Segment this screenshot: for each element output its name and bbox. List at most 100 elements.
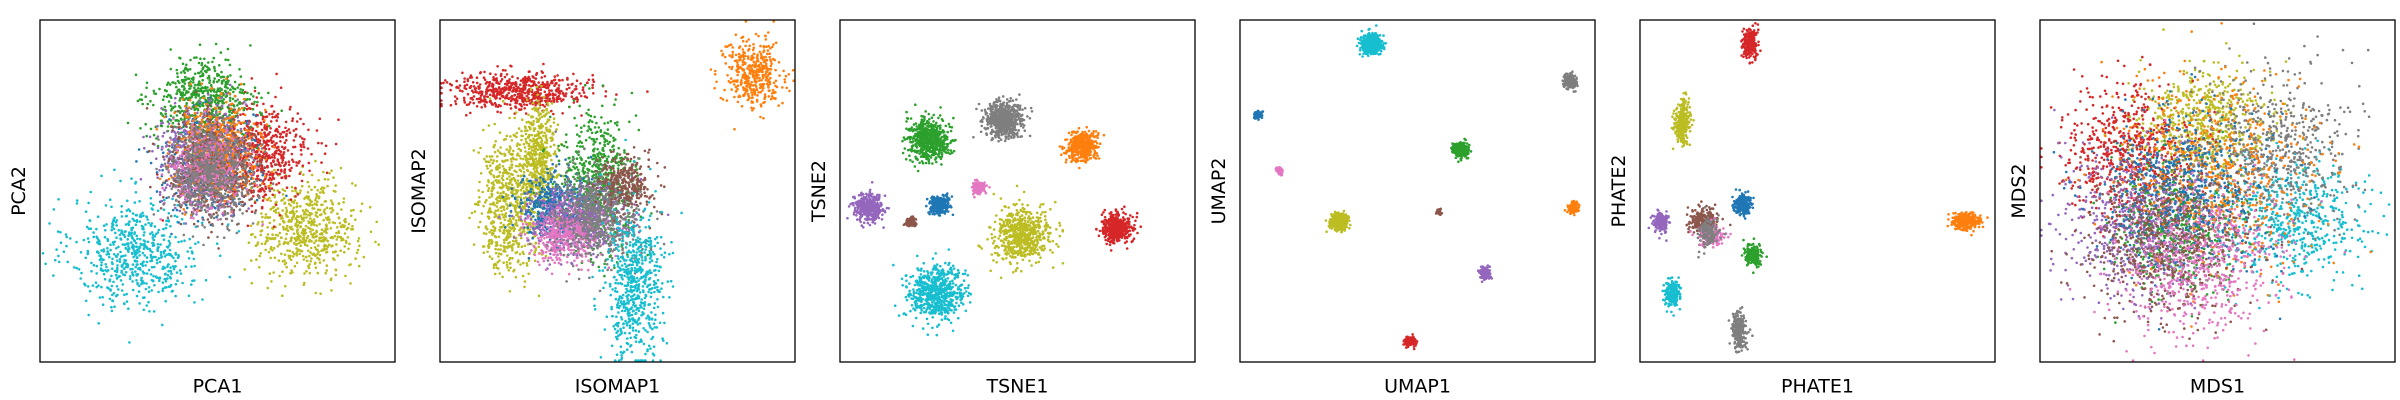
- scatter-point: [169, 83, 172, 86]
- scatter-point: [174, 295, 177, 298]
- scatter-point: [188, 131, 191, 134]
- scatter-point: [163, 208, 166, 211]
- scatter-point: [255, 115, 258, 118]
- scatter-point: [117, 246, 120, 249]
- scatter-point: [147, 241, 150, 244]
- scatter-point: [213, 146, 216, 149]
- scatter-point: [145, 288, 148, 291]
- scatter-point: [156, 176, 159, 179]
- scatter-point: [260, 234, 263, 237]
- scatter-point: [145, 282, 148, 285]
- scatter-point: [206, 69, 209, 72]
- scatter-point: [201, 298, 204, 301]
- scatter-point: [180, 272, 183, 275]
- scatter-point: [264, 133, 267, 136]
- scatter-point: [92, 231, 95, 234]
- scatter-point: [80, 272, 83, 275]
- scatter-point: [206, 120, 209, 123]
- scatter-point: [148, 286, 151, 289]
- scatter-point: [160, 165, 163, 168]
- scatter-point: [196, 169, 199, 172]
- scatter-point: [135, 223, 138, 226]
- scatter-point: [232, 118, 235, 121]
- scatter-point: [257, 133, 260, 136]
- scatter-point: [310, 247, 313, 250]
- scatter-point: [85, 300, 88, 303]
- scatter-point: [220, 97, 223, 100]
- scatter-point: [291, 186, 294, 189]
- scatter-point: [290, 198, 293, 201]
- scatter-point: [330, 245, 333, 248]
- scatter-point: [57, 230, 60, 233]
- scatter-point: [247, 122, 250, 125]
- scatter-point: [266, 240, 269, 243]
- scatter-point: [330, 211, 333, 214]
- scatter-point: [335, 243, 338, 246]
- scatter-point: [227, 48, 230, 51]
- scatter-point: [199, 43, 202, 46]
- scatter-point: [155, 157, 158, 160]
- scatter-point: [241, 107, 244, 110]
- scatter-point: [157, 243, 160, 246]
- scatter-point: [319, 261, 322, 264]
- scatter-point: [90, 270, 93, 273]
- scatter-point: [135, 214, 138, 217]
- scatter-point: [203, 137, 206, 140]
- scatter-point: [76, 199, 79, 202]
- scatter-point: [98, 243, 101, 246]
- scatter-point: [239, 102, 242, 105]
- scatter-point: [289, 250, 292, 253]
- scatter-point: [240, 154, 243, 157]
- scatter-point: [340, 225, 343, 228]
- scatter-point: [111, 263, 114, 266]
- scatter-point: [273, 110, 276, 113]
- scatter-point: [264, 216, 267, 219]
- scatter-point: [209, 79, 212, 82]
- scatter-point: [100, 261, 103, 264]
- scatter-point: [160, 107, 163, 110]
- scatter-point: [222, 102, 225, 105]
- scatter-point: [234, 95, 237, 98]
- scatter-point: [339, 222, 342, 225]
- scatter-point: [297, 162, 300, 165]
- scatter-point: [256, 147, 259, 150]
- scatter-point: [114, 232, 117, 235]
- scatter-point: [100, 286, 103, 289]
- scatter-point: [219, 87, 222, 90]
- scatter-point: [292, 146, 295, 149]
- scatter-point: [313, 218, 316, 221]
- scatter-point: [150, 197, 153, 200]
- scatter-point: [330, 289, 333, 292]
- scatter-point: [165, 90, 168, 93]
- scatter-point: [162, 287, 165, 290]
- scatter-point: [315, 197, 318, 200]
- scatter-point: [199, 75, 202, 78]
- scatter-point: [138, 254, 141, 257]
- scatter-point: [330, 227, 333, 230]
- scatter-point: [156, 125, 159, 128]
- scatter-point: [258, 92, 261, 95]
- scatter-point: [161, 184, 164, 187]
- scatter-point: [206, 107, 209, 110]
- scatter-point: [325, 238, 328, 241]
- scatter-point: [177, 89, 180, 92]
- scatter-point: [215, 111, 218, 114]
- scatter-point: [267, 157, 270, 160]
- scatter-point: [201, 79, 204, 82]
- scatter-point: [280, 151, 283, 154]
- scatter-point: [229, 92, 232, 95]
- scatter-point: [202, 66, 205, 69]
- scatter-point: [121, 215, 124, 218]
- scatter-point: [181, 282, 184, 285]
- scatter-point: [328, 244, 331, 247]
- scatter-point: [193, 223, 196, 226]
- scatter-point: [197, 84, 200, 87]
- scatter-point: [290, 167, 293, 170]
- scatter-point: [196, 112, 199, 115]
- scatter-point: [212, 81, 215, 84]
- scatter-point: [260, 168, 263, 171]
- scatter-point: [239, 113, 242, 116]
- scatter-point: [251, 233, 254, 236]
- scatter-point: [92, 284, 95, 287]
- scatter-point: [219, 111, 222, 114]
